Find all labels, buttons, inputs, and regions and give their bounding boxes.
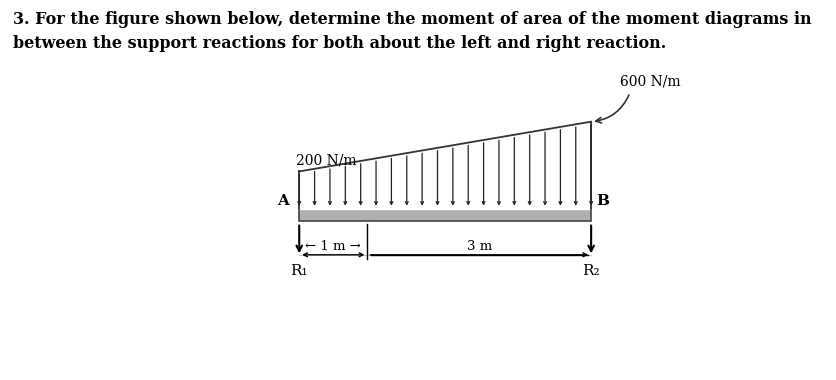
- Text: ← 1 m →: ← 1 m →: [305, 240, 361, 253]
- Text: 600 N/m: 600 N/m: [619, 74, 681, 88]
- Text: R₁: R₁: [290, 264, 308, 277]
- Text: R₂: R₂: [582, 264, 599, 277]
- Bar: [299, 209, 590, 221]
- Text: 200 N/m: 200 N/m: [296, 153, 356, 167]
- Text: A: A: [278, 194, 289, 208]
- Text: B: B: [595, 194, 609, 208]
- Text: 3 m: 3 m: [466, 240, 492, 253]
- Polygon shape: [299, 122, 590, 209]
- Text: 3. For the figure shown below, determine the moment of area of the moment diagra: 3. For the figure shown below, determine…: [13, 11, 810, 52]
